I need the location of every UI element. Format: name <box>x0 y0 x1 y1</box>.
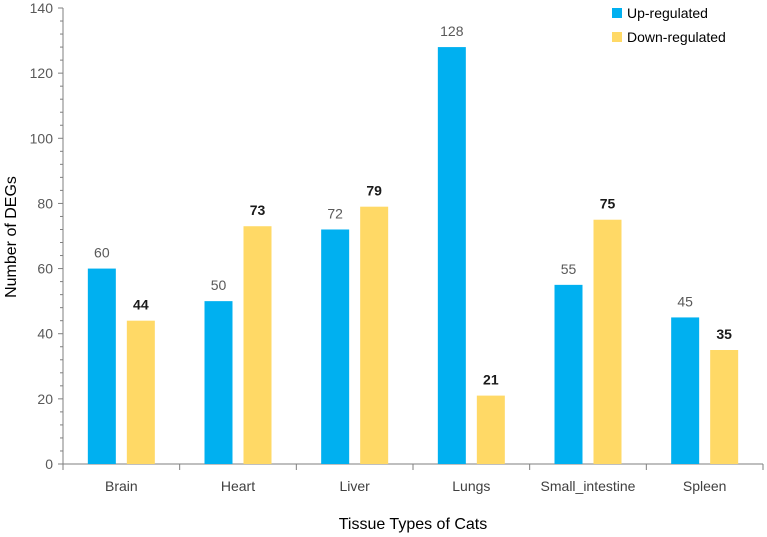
y-tick-label: 20 <box>37 391 53 407</box>
y-tick-label: 100 <box>30 130 54 146</box>
legend-label: Down-regulated <box>627 29 726 45</box>
data-labels: 60 44 50 73 72 79 128 21 55 75 45 35 <box>94 23 732 388</box>
y-tick-label: 140 <box>30 0 54 16</box>
y-tick-label: 120 <box>30 65 54 81</box>
bar-up-regulated <box>437 47 466 464</box>
x-axis: Brain Heart Liver Lungs Small_intestine Splee… <box>62 463 764 494</box>
data-label: 55 <box>561 261 577 277</box>
x-tick-label: Spleen <box>683 478 727 494</box>
data-label: 60 <box>94 245 110 261</box>
bar-down-regulated <box>593 219 622 464</box>
data-label: 79 <box>366 183 382 199</box>
x-tick-label: Brain <box>105 478 138 494</box>
x-tick-label: Lungs <box>452 478 490 494</box>
bar-up-regulated <box>671 317 700 464</box>
y-tick-label: 0 <box>45 456 53 472</box>
bar-down-regulated <box>243 226 272 464</box>
data-label: 73 <box>250 202 266 218</box>
y-axis-title: Number of DEGs <box>3 176 20 298</box>
data-label: 21 <box>483 372 499 388</box>
data-label: 50 <box>211 277 227 293</box>
bar-up-regulated <box>321 229 350 464</box>
bar-down-regulated <box>476 395 505 464</box>
bars <box>87 47 739 464</box>
data-label: 128 <box>440 23 464 39</box>
y-tick-label: 80 <box>37 195 53 211</box>
y-tick-label: 40 <box>37 326 53 342</box>
x-tick-label: Small_intestine <box>541 478 636 494</box>
bar-down-regulated <box>710 350 739 464</box>
legend-swatch-down <box>612 32 622 42</box>
legend-label: Up-regulated <box>627 5 708 21</box>
y-tick-label: 60 <box>37 261 53 277</box>
data-label: 44 <box>133 297 149 313</box>
bar-down-regulated <box>360 206 389 464</box>
bar-up-regulated <box>204 301 233 464</box>
x-tick-label: Liver <box>339 478 370 494</box>
data-label: 45 <box>677 293 693 309</box>
bar-up-regulated <box>554 284 583 464</box>
y-axis: 0 20 40 60 80 100 120 140 <box>30 0 64 472</box>
bar-down-regulated <box>126 320 155 464</box>
data-label: 35 <box>716 326 732 342</box>
legend-swatch-up <box>612 8 622 18</box>
legend: Up-regulated Down-regulated <box>612 5 726 45</box>
bar-up-regulated <box>87 268 116 464</box>
x-tick-label: Heart <box>221 478 255 494</box>
x-axis-title: Tissue Types of Cats <box>339 516 488 533</box>
data-label: 72 <box>327 205 343 221</box>
data-label: 75 <box>600 196 616 212</box>
